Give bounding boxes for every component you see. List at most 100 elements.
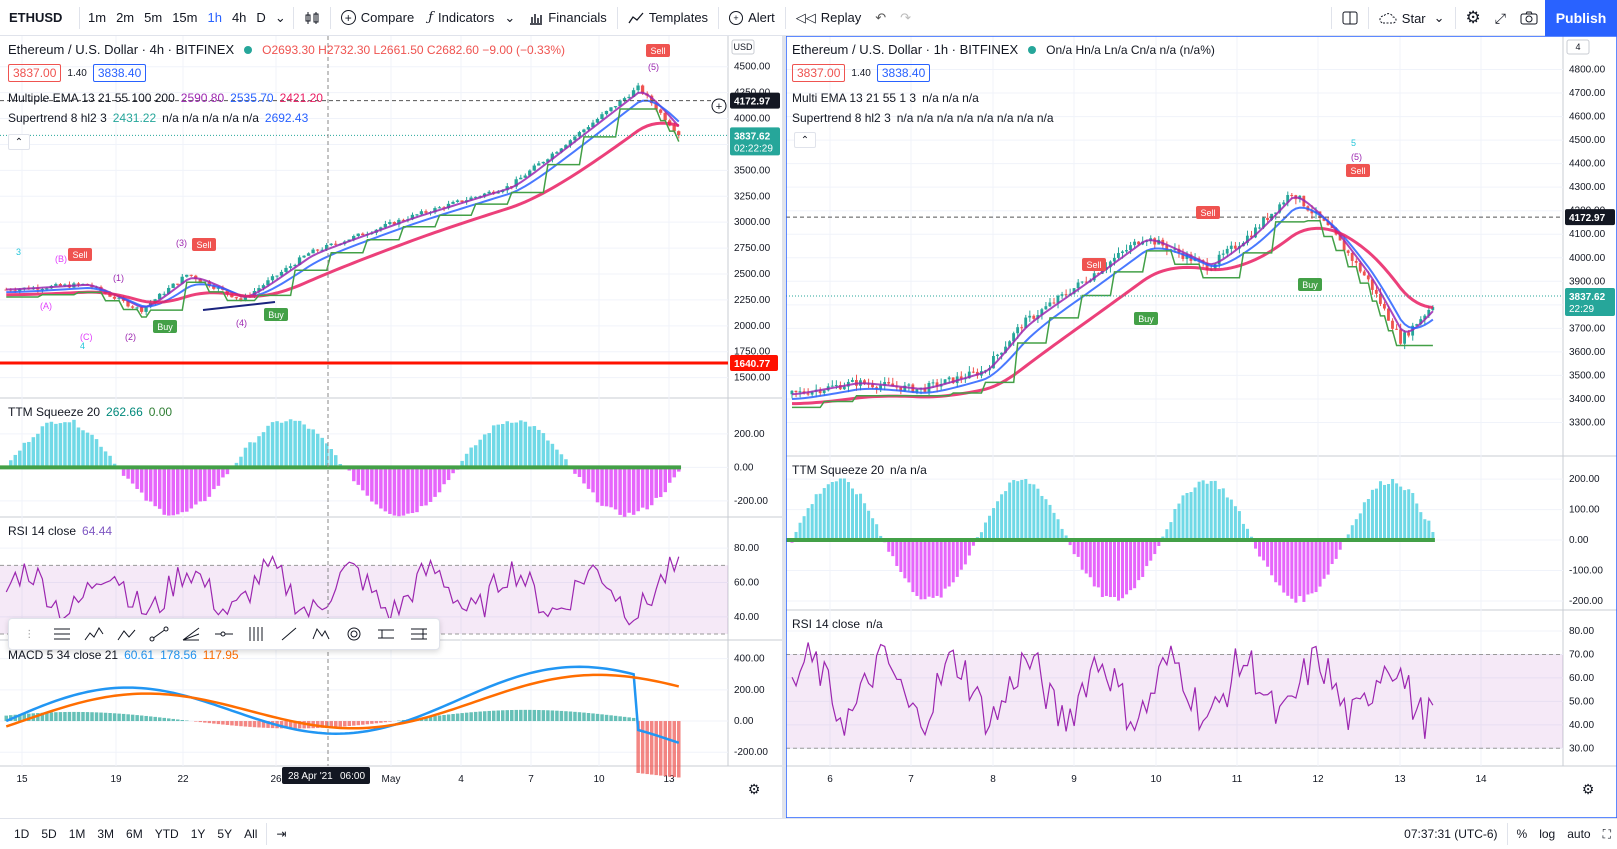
price-tick-label: 4300.00 bbox=[1569, 182, 1606, 193]
tool-spiral[interactable] bbox=[341, 622, 367, 646]
macd-value-2: 178.56 bbox=[160, 648, 197, 662]
price-tick-label: 3700.00 bbox=[1569, 323, 1606, 334]
timeframe-2m[interactable]: 2m bbox=[116, 10, 135, 25]
redo-button[interactable]: ↷ bbox=[893, 0, 918, 36]
timeframe-1h[interactable]: 1h bbox=[207, 10, 222, 25]
compare-button[interactable]: + Compare bbox=[334, 0, 421, 36]
percent-toggle[interactable]: % bbox=[1516, 827, 1528, 841]
signal-tag-bg bbox=[1196, 206, 1220, 219]
goto-date-button[interactable]: ⇥ bbox=[270, 827, 292, 841]
ask-price[interactable]: 3838.40 bbox=[92, 64, 147, 82]
timeframe-15m[interactable]: 15m bbox=[172, 10, 198, 25]
templates-button[interactable]: Templates bbox=[621, 0, 715, 36]
range-all[interactable]: All bbox=[244, 827, 258, 841]
replay-button[interactable]: ◁◁ Replay bbox=[789, 0, 868, 36]
supertrend-value-2: n/a n/a n/a n/a n/a bbox=[162, 111, 259, 125]
left-rsi-legend[interactable]: RSI 14 close 64.44 bbox=[8, 524, 112, 538]
symbol-search[interactable]: ETHUSD bbox=[9, 10, 63, 25]
countdown-label: 22:29 bbox=[1569, 304, 1594, 315]
tool-fib[interactable] bbox=[49, 622, 75, 646]
timeframe-4h[interactable]: 4h bbox=[231, 10, 247, 25]
snapshot-button[interactable] bbox=[1513, 0, 1545, 36]
macd-value-1: 60.61 bbox=[124, 648, 155, 662]
price-tick-label: 3900.00 bbox=[1569, 276, 1606, 287]
candle-body bbox=[356, 233, 360, 236]
left-supertrend-legend[interactable]: Supertrend 8 hl2 3 2431.22 n/a n/a n/a n… bbox=[8, 111, 308, 125]
fullscreen-chart-button[interactable]: ⛶ bbox=[1597, 827, 1617, 842]
range-1y[interactable]: 1Y bbox=[190, 827, 206, 841]
tool-wave-123[interactable] bbox=[81, 622, 107, 646]
chart-separator[interactable] bbox=[782, 36, 786, 818]
right-chart-canvas[interactable]: 6 7 8 9 10 11 12 13 14 4800.00 4700.00 4600.00 4500.… bbox=[786, 36, 1617, 818]
interval-dropdown[interactable]: ⌄ bbox=[271, 0, 290, 36]
alert-button[interactable]: + Alert bbox=[722, 0, 782, 36]
tool-wave-abc[interactable] bbox=[114, 622, 140, 646]
timeframe-1m[interactable]: 1m bbox=[88, 10, 107, 25]
candle-body bbox=[1366, 275, 1370, 280]
left-chart-canvas[interactable]: 15192226May4710134500.004250.004000.0037… bbox=[0, 36, 782, 818]
chart-type-button[interactable] bbox=[297, 0, 327, 36]
candle-body bbox=[135, 307, 139, 309]
candle-body bbox=[1258, 227, 1261, 229]
range-6m[interactable]: 6M bbox=[126, 827, 143, 841]
star-button[interactable]: Star ⌄ bbox=[1372, 0, 1452, 36]
tool-projection[interactable] bbox=[406, 622, 432, 646]
divider bbox=[266, 823, 268, 845]
tool-fib-fan[interactable] bbox=[178, 622, 204, 646]
range-3m[interactable]: 3M bbox=[97, 827, 115, 841]
ask-price[interactable]: 3838.40 bbox=[876, 64, 931, 82]
bid-price[interactable]: 3837.00 bbox=[792, 64, 846, 82]
candle-body bbox=[234, 297, 239, 299]
right-ttm-legend[interactable]: TTM Squeeze 20 n/a n/a bbox=[792, 463, 927, 477]
right-supertrend-legend[interactable]: Supertrend 8 hl2 3 n/a n/a n/a n/a n/a n… bbox=[792, 111, 1054, 125]
tool-horizontal-ray[interactable] bbox=[211, 622, 237, 646]
tool-trend-line[interactable] bbox=[146, 622, 172, 646]
collapse-legend-button[interactable]: ⌃ bbox=[794, 132, 816, 148]
left-ttm-legend[interactable]: TTM Squeeze 20 262.66 0.00 bbox=[8, 405, 172, 419]
financials-button[interactable]: Financials bbox=[522, 0, 614, 36]
range-ytd[interactable]: YTD bbox=[154, 827, 179, 841]
candle-body bbox=[1072, 288, 1076, 294]
right-chart-panel[interactable]: 6 7 8 9 10 11 12 13 14 4800.00 4700.00 4600.00 4500.… bbox=[786, 36, 1617, 818]
candle-body bbox=[992, 356, 995, 369]
left-ohlc-values: O2693.30 H2732.30 L2661.50 C2682.60 −9.0… bbox=[262, 42, 566, 57]
tool-ranges[interactable] bbox=[373, 622, 399, 646]
range-1m[interactable]: 1M bbox=[68, 827, 86, 841]
left-ema-legend[interactable]: Multiple EMA 13 21 55 100 200 2590.80 25… bbox=[8, 91, 323, 105]
candle-body bbox=[622, 98, 627, 101]
range-1d[interactable]: 1D bbox=[14, 827, 30, 841]
bid-price[interactable]: 3837.00 bbox=[8, 64, 62, 82]
left-chart-panel[interactable]: 15192226May4710134500.004250.004000.0037… bbox=[0, 36, 782, 818]
right-ema-legend[interactable]: Multi EMA 13 21 55 1 3 n/a n/a n/a bbox=[792, 91, 979, 105]
ema-line-3 bbox=[6, 121, 680, 304]
auto-toggle[interactable]: auto bbox=[1567, 827, 1591, 841]
drag-handle[interactable]: ⋮ bbox=[16, 622, 42, 646]
candle-body bbox=[1016, 327, 1020, 334]
signal-sell-label: Sell bbox=[1350, 166, 1365, 176]
log-toggle[interactable]: log bbox=[1539, 827, 1556, 841]
undo-button[interactable]: ↶ bbox=[868, 0, 893, 36]
layout-button[interactable] bbox=[1335, 0, 1365, 36]
timeframe-D[interactable]: D bbox=[256, 10, 266, 25]
candle-body bbox=[1233, 245, 1237, 249]
candle-body bbox=[482, 193, 487, 197]
left-macd-legend[interactable]: MACD 5 34 close 21 60.61 178.56 117.95 bbox=[8, 648, 239, 662]
bottom-toolbar: 1D 5D 1M 3M 6M YTD 1Y 5Y All ⇥ 07:37:31 (UTC-6) … bbox=[0, 818, 1617, 849]
collapse-legend-button[interactable]: ⌃ bbox=[8, 134, 30, 150]
publish-button[interactable]: Publish bbox=[1545, 0, 1617, 36]
tool-ray[interactable] bbox=[276, 622, 302, 646]
fullscreen-button[interactable]: ⤢ bbox=[1488, 0, 1513, 36]
ema-line-2 bbox=[6, 99, 680, 308]
candle-body bbox=[76, 283, 81, 285]
last-price-label: 3837.62 bbox=[734, 131, 771, 142]
settings-button[interactable]: ⚙ bbox=[1459, 0, 1488, 36]
price-tick-label: 2750.00 bbox=[734, 243, 771, 254]
right-rsi-legend[interactable]: RSI 14 close n/a bbox=[792, 617, 883, 631]
tool-vertical-lines[interactable] bbox=[243, 622, 269, 646]
tool-pattern[interactable] bbox=[308, 622, 334, 646]
indicators-button[interactable]: ƒ Indicators ⌄ bbox=[421, 0, 522, 36]
timeframe-5m[interactable]: 5m bbox=[144, 10, 163, 25]
clock[interactable]: 07:37:31 (UTC-6) bbox=[1404, 827, 1498, 841]
range-5d[interactable]: 5D bbox=[41, 827, 57, 841]
range-5y[interactable]: 5Y bbox=[217, 827, 233, 841]
